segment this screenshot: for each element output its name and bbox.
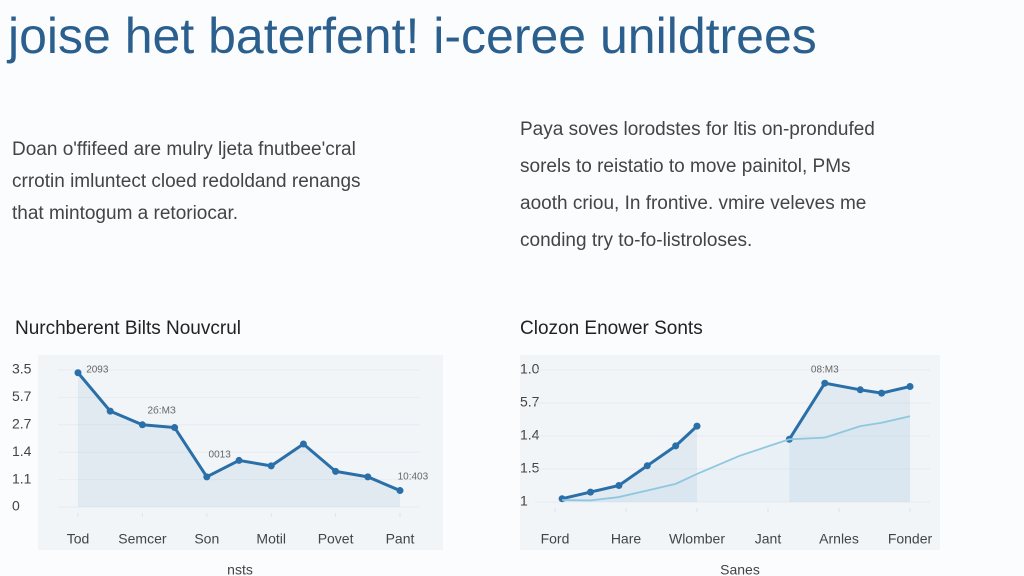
x-tick-label: Hare [611,531,642,547]
paragraph-line: sorels to reistatio to move painitol, PM… [520,156,851,177]
x-tick-label: Tod [67,531,90,547]
series-area [562,416,910,502]
x-axis-label: nsts [227,562,253,576]
paragraph-line: Paya soves lorodstes for ltis on-pronduf… [520,119,875,140]
series-line [562,415,911,502]
x-tick-label: Motil [256,531,286,547]
series-area [562,383,910,502]
y-tick-label: 1.4 [12,443,32,459]
paragraph-line: that mintogum a retoriocar. [12,203,238,224]
y-tick-label: 3.5 [12,361,32,377]
data-point [672,442,680,450]
data-point [332,467,340,475]
y-tick-label: 1.4 [520,427,540,443]
page-title: joise het baterfent! i-ceree unildtrees [6,8,817,64]
x-tick-label: Fonder [888,531,933,547]
data-point [267,462,275,470]
x-axis-label: Sanes [720,562,760,576]
data-point [821,379,829,387]
x-tick-label: Pant [386,531,415,547]
data-point [693,422,701,430]
data-point [615,482,623,489]
annotation: 0013 [209,450,232,461]
x-tick-label: Wlomber [669,531,725,547]
paragraph-line: Doan o'ffifeed are mulry ljeta fnutbee'c… [12,139,356,160]
data-point [878,389,886,397]
data-point [74,369,82,377]
x-tick-label: Jant [755,531,782,547]
y-tick-label: 2.7 [12,416,32,432]
y-tick-label: 1.1 [12,470,32,486]
paragraph-line: aooth criou, In frontive. vmire veleves … [520,193,866,214]
annotation: 2093 [86,365,109,376]
data-point [364,473,372,481]
plot-panel [520,355,940,550]
data-point [396,487,404,495]
data-point [906,383,914,390]
data-point [299,440,307,448]
paragraph-line: conding try to-fo-listroloses. [520,230,752,251]
series-area [78,372,400,507]
annotation: 08:М3 [811,365,839,376]
x-tick-label: Arnles [819,531,859,547]
data-point [106,407,114,415]
x-tick-label: Ford [541,531,570,547]
data-point [235,456,243,464]
chart-title: Clozon Enower Sonts [520,318,703,339]
y-tick-label: 5.7 [12,388,32,404]
data-point [171,424,179,432]
chart-title: Nurchberent Bilts Nouvcrul [15,318,241,339]
y-tick-label: 5.7 [520,394,540,410]
annotation: 2б:МЗ [148,405,176,417]
data-point [643,462,651,470]
data-point [856,386,864,394]
y-tick-label: 0 [12,498,20,514]
y-tick-label: 1.0 [520,361,540,377]
data-point [203,473,211,481]
x-tick-label: Povet [318,531,354,547]
y-tick-label: 1 [520,493,528,509]
data-point [138,421,146,429]
x-tick-label: Semcer [118,531,167,547]
x-tick-label: Son [194,531,219,547]
y-tick-label: 1.5 [520,460,540,476]
data-point [587,488,594,496]
paragraph-line: crrotin imluntect cloed redoldand renang… [12,171,361,192]
annotation: 10:403 [398,472,429,483]
